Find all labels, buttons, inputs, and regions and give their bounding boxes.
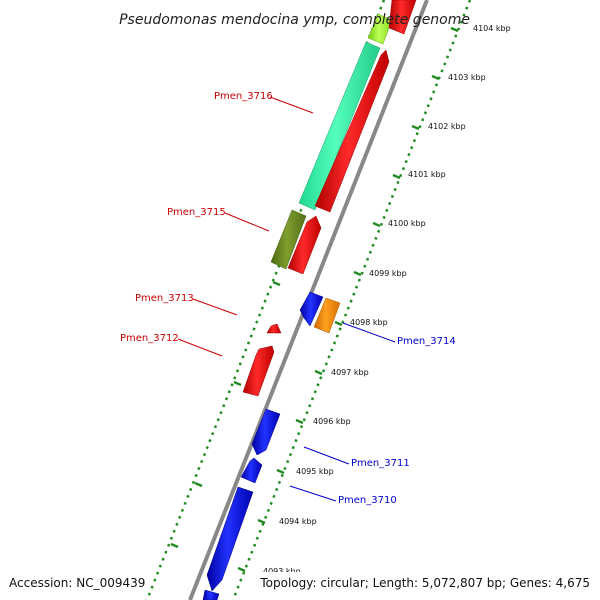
accession-text: Accession: NC_009439 xyxy=(9,576,145,590)
gene-label-pmen-3711[interactable]: Pmen_3711 xyxy=(351,458,410,469)
gene-label-pmen-3715[interactable]: Pmen_3715 xyxy=(167,207,226,218)
tick-label: 4103 kbp xyxy=(448,73,486,82)
tick-label: 4097 kbp xyxy=(331,368,369,377)
tick-label: 4098 kbp xyxy=(350,318,388,327)
gene-labels: Pmen_3716 Pmen_3715 Pmen_3713 Pmen_3712 … xyxy=(120,91,456,506)
gene-feature-red-small[interactable] xyxy=(266,323,282,334)
gene-feature-blue-3711[interactable] xyxy=(240,457,263,484)
gene-feature-blue-bottom[interactable] xyxy=(202,589,220,600)
tick-label: 4093 kbp xyxy=(263,567,301,576)
map-title: Pseudomonas mendocina ymp, complete geno… xyxy=(119,12,470,28)
gene-feature-red-long[interactable] xyxy=(314,49,390,213)
inner-dotted-ring xyxy=(231,0,472,600)
footer-backdrop-right xyxy=(258,572,594,592)
tick-labels: 4093 kbp 4094 kbp 4095 kbp 4096 kbp 4097… xyxy=(263,24,511,576)
gene-feature-orange[interactable] xyxy=(313,297,341,334)
tick-label: 4104 kbp xyxy=(473,24,511,33)
topology-text: Topology: circular; Length: 5,072,807 bp… xyxy=(259,576,590,590)
gene-feature-red-top[interactable] xyxy=(388,0,417,35)
gene-feature-olive[interactable] xyxy=(270,209,307,270)
tick-label: 4095 kbp xyxy=(296,467,334,476)
tick-label: 4094 kbp xyxy=(279,517,317,526)
gene-label-pmen-3714[interactable]: Pmen_3714 xyxy=(397,336,456,347)
tick-label: 4102 kbp xyxy=(428,122,466,131)
tick-label: 4099 kbp xyxy=(369,269,407,278)
gene-feature-blue-a[interactable] xyxy=(251,408,281,456)
gene-label-pmen-3713[interactable]: Pmen_3713 xyxy=(135,293,194,304)
gene-feature-red-3712[interactable] xyxy=(242,345,275,397)
gene-label-pmen-3712[interactable]: Pmen_3712 xyxy=(120,333,179,344)
tick-marks xyxy=(237,26,459,573)
gene-feature-lime[interactable] xyxy=(367,13,393,45)
tick-label: 4101 kbp xyxy=(408,170,446,179)
gene-label-pmen-3716[interactable]: Pmen_3716 xyxy=(214,91,273,102)
callout-lines xyxy=(177,96,396,502)
gene-label-pmen-3710[interactable]: Pmen_3710 xyxy=(338,495,397,506)
footer-backdrop-left xyxy=(6,572,148,592)
tick-label: 4096 kbp xyxy=(313,417,351,426)
gene-feature-blue-3714[interactable] xyxy=(299,291,324,327)
gene-feature-aquamarine[interactable] xyxy=(298,41,381,211)
gene-feature-blue-3710[interactable] xyxy=(206,486,254,592)
outer-dotted-ring xyxy=(145,0,386,600)
gene-feature-red-3715[interactable] xyxy=(287,215,322,275)
tick-label: 4100 kbp xyxy=(388,219,426,228)
